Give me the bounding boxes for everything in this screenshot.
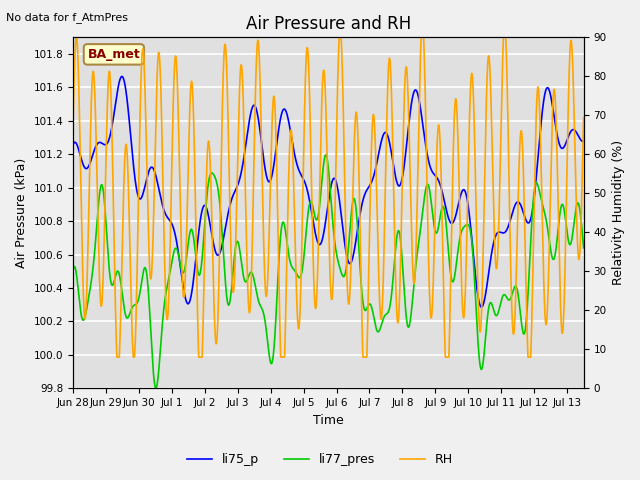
Y-axis label: Air Pressure (kPa): Air Pressure (kPa) [15,158,28,268]
RH [515,168,523,174]
li77_pres [127,307,135,312]
li77_pres [287,262,295,268]
RH [266,230,273,236]
li75_p [570,127,578,132]
Text: BA_met: BA_met [88,48,140,61]
Title: Air Pressure and RH: Air Pressure and RH [246,15,411,33]
RH [580,115,588,120]
li77_pres [152,385,160,391]
li75_p [118,73,125,79]
li77_pres [322,152,330,158]
RH [72,35,80,40]
li75_p [287,132,295,138]
li75_p [580,139,588,144]
Line: li77_pres: li77_pres [73,155,584,388]
RH [69,122,77,128]
X-axis label: Time: Time [313,414,344,427]
li75_p [515,199,523,205]
Line: RH: RH [73,37,584,357]
li77_pres [515,298,523,303]
li75_p [477,304,485,310]
li77_pres [69,268,77,274]
li75_p [158,199,166,205]
RH [158,129,166,135]
li75_p [265,179,273,185]
li77_pres [580,245,588,251]
RH [113,354,121,360]
li75_p [69,142,77,148]
RH [128,313,136,319]
li77_pres [265,350,273,356]
RH [570,102,578,108]
RH [287,128,295,133]
Y-axis label: Relativity Humidity (%): Relativity Humidity (%) [612,140,625,286]
Legend: li75_p, li77_pres, RH: li75_p, li77_pres, RH [182,448,458,471]
li77_pres [570,221,578,227]
li75_p [127,141,135,147]
Text: No data for f_AtmPres: No data for f_AtmPres [6,12,129,23]
li77_pres [158,329,166,335]
Line: li75_p: li75_p [73,76,584,307]
